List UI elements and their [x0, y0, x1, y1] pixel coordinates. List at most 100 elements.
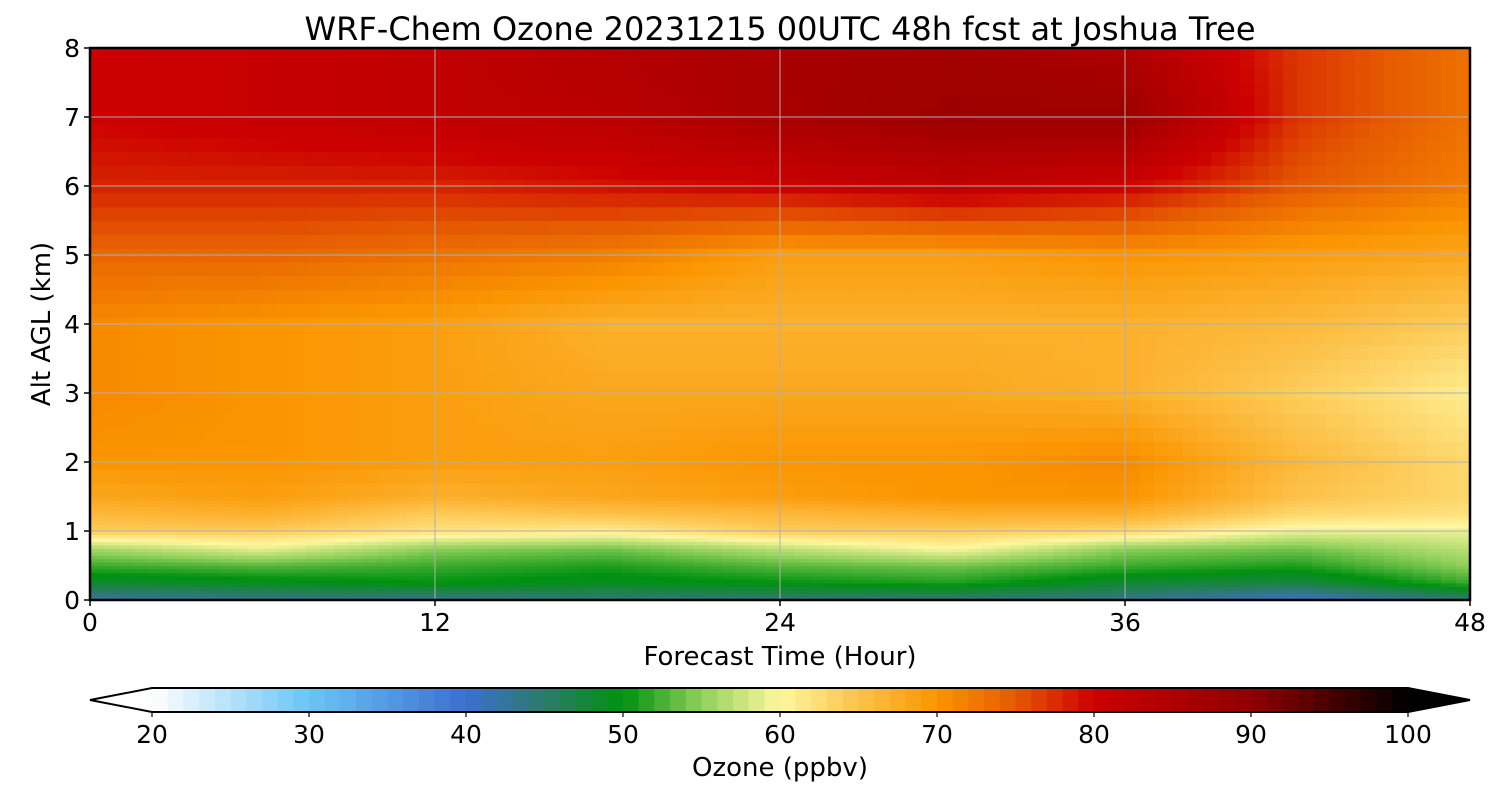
heatmap-cell [952, 413, 968, 429]
heatmap-cell [650, 534, 666, 539]
heatmap-cell [751, 289, 767, 304]
heatmap-cell [406, 589, 422, 594]
heatmap-cell [492, 482, 508, 498]
heatmap-cell [233, 548, 249, 553]
heatmap-cell [808, 289, 824, 304]
heatmap-cell [205, 579, 220, 584]
heatmap-cell [823, 558, 839, 563]
heatmap-cell [751, 527, 767, 532]
heatmap-cell [305, 503, 321, 508]
heatmap-cell [190, 541, 206, 546]
heatmap-cell [1311, 303, 1327, 318]
heatmap-cell [463, 548, 479, 553]
heatmap-cell [176, 413, 192, 429]
heatmap-cell [334, 344, 350, 360]
heatmap-cell [564, 524, 580, 529]
heatmap-cell [593, 548, 609, 553]
heatmap-cell [1139, 499, 1155, 504]
heatmap-cell [851, 544, 867, 549]
heatmap-cell [276, 399, 292, 415]
heatmap-cell [1340, 206, 1356, 222]
heatmap-cell [406, 482, 422, 498]
heatmap-cell [794, 275, 810, 291]
heatmap-cell [219, 506, 235, 511]
heatmap-cell [1326, 520, 1342, 525]
heatmap-cell [621, 413, 637, 429]
heatmap-cell [1369, 548, 1385, 553]
heatmap-cell [1283, 565, 1299, 570]
heatmap-cell [348, 544, 364, 549]
heatmap-cell [1182, 572, 1198, 577]
heatmap-cell [1053, 589, 1069, 594]
heatmap-cell [276, 537, 292, 542]
heatmap-cell [794, 593, 810, 598]
heatmap-cell [1355, 482, 1370, 498]
heatmap-cell [794, 562, 810, 567]
heatmap-cell [1139, 234, 1155, 249]
heatmap-cell [133, 513, 149, 518]
heatmap-cell [1110, 482, 1126, 498]
heatmap-cell [722, 358, 738, 373]
heatmap-cell [851, 596, 867, 601]
heatmap-cell [765, 520, 781, 525]
heatmap-cell [1326, 413, 1342, 429]
heatmap-cell [1096, 289, 1112, 304]
heatmap-cell [1225, 520, 1241, 525]
heatmap-cell [1211, 565, 1227, 570]
heatmap-cell [636, 551, 652, 556]
heatmap-cell [1139, 555, 1155, 560]
heatmap-cell [751, 572, 767, 577]
heatmap-cell [190, 586, 206, 591]
heatmap-cell [377, 275, 393, 291]
heatmap-cell [1053, 568, 1069, 573]
heatmap-cell [722, 510, 738, 515]
heatmap-cell [478, 572, 494, 577]
heatmap-cell [952, 537, 968, 542]
heatmap-cell [909, 206, 925, 222]
heatmap-cell [765, 482, 781, 498]
heatmap-cell [1398, 548, 1414, 553]
heatmap-cell [262, 548, 278, 553]
heatmap-cell [233, 427, 249, 442]
chart-title: WRF-Chem Ozone 20231215 00UTC 48h fcst a… [304, 10, 1255, 48]
heatmap-cell [1311, 234, 1327, 249]
heatmap-cell [233, 303, 249, 318]
heatmap-cell [1038, 575, 1054, 580]
heatmap-cell [794, 565, 810, 570]
heatmap-cell [1412, 441, 1428, 456]
heatmap-cell [722, 548, 738, 553]
heatmap-cell [995, 527, 1011, 532]
heatmap-cell [751, 234, 767, 249]
heatmap-cell [564, 531, 580, 536]
heatmap-cell [880, 499, 896, 504]
heatmap-cell [593, 575, 609, 580]
heatmap-cell [995, 537, 1011, 542]
heatmap-cell [1225, 275, 1241, 291]
heatmap-cell [593, 558, 609, 563]
heatmap-cell [1110, 551, 1126, 556]
heatmap-cell [650, 234, 666, 249]
heatmap-cell [161, 544, 177, 549]
heatmap-cell [938, 596, 954, 601]
heatmap-cell [420, 544, 436, 549]
heatmap-cell [1225, 558, 1241, 563]
heatmap-cell [233, 575, 249, 580]
heatmap-cell [435, 482, 450, 498]
heatmap-cell [1369, 531, 1385, 536]
heatmap-cell [291, 520, 307, 525]
heatmap-cell [1081, 206, 1097, 222]
heatmap-cell [1383, 555, 1399, 560]
heatmap-cell [780, 303, 795, 318]
heatmap-cell [895, 482, 910, 498]
heatmap-cell [262, 496, 278, 501]
heatmap-cell [348, 330, 364, 346]
heatmap-cell [578, 544, 594, 549]
heatmap-cell [219, 531, 235, 536]
heatmap-cell [363, 596, 379, 601]
heatmap-cell [377, 468, 393, 484]
heatmap-cell [995, 372, 1011, 387]
heatmap-cell [521, 527, 537, 532]
heatmap-cell [1125, 562, 1140, 567]
heatmap-cell [334, 531, 350, 536]
heatmap-cell [1196, 206, 1212, 222]
